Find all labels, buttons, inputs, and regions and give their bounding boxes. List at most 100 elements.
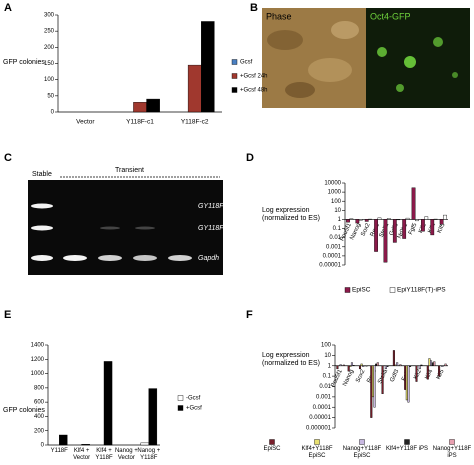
- legend-label: +Gcsf 24h: [240, 74, 268, 80]
- bar: [364, 219, 369, 222]
- bar: [428, 358, 431, 366]
- bar: [433, 361, 436, 366]
- legend-swatch: [389, 287, 396, 293]
- x-tick-label: Sox2: [360, 222, 371, 238]
- bar: [402, 219, 407, 239]
- y-tick-label: 0.01: [329, 235, 341, 241]
- bar: [377, 217, 382, 220]
- legend-label: Klf4+Y118F iPS: [385, 446, 429, 452]
- legend-swatch: [231, 87, 238, 93]
- image-label: Oct4-GFP: [370, 11, 411, 21]
- bar: [148, 388, 158, 446]
- bar: [409, 365, 412, 367]
- x-tick-label: Gdf3: [389, 368, 400, 383]
- y-tick-label: 300: [44, 13, 55, 19]
- panel-label: A: [4, 2, 12, 14]
- x-tick-label: Fgf5: [408, 222, 419, 236]
- bar: [405, 365, 408, 401]
- y-tick-label: 100: [44, 77, 55, 83]
- bar: [438, 365, 441, 377]
- legend-swatch: [359, 439, 365, 445]
- x-tick-label: Klf5: [437, 222, 447, 235]
- y-tick-label: 100: [321, 343, 332, 349]
- legend-swatch: [231, 73, 238, 79]
- gel-label: Transient: [115, 167, 144, 174]
- legend-label: EpiSC: [352, 287, 371, 294]
- y-tick-label: 0.000001: [306, 426, 332, 432]
- bar: [386, 218, 391, 220]
- legend-label: -Gcsf: [186, 396, 201, 402]
- bar: [383, 219, 388, 263]
- bar: [371, 365, 374, 398]
- bar: [392, 350, 395, 366]
- y-tick-label: 0.0001: [313, 405, 332, 411]
- y-tick-label: 1400: [31, 343, 45, 349]
- y-tick-label: 1: [328, 363, 332, 369]
- y-axis-label: Log expression: [262, 352, 310, 359]
- bar: [430, 219, 435, 236]
- y-axis-label: (normalized to ES): [262, 360, 320, 367]
- legend-label: Nanog+Y118F iPS: [432, 446, 472, 459]
- bar: [374, 219, 378, 252]
- gel-band-label: Gapdh: [198, 255, 219, 262]
- y-tick-label: 0.01: [319, 384, 331, 390]
- bar: [349, 218, 354, 220]
- y-tick-label: 0.001: [316, 394, 332, 400]
- legend-swatch: [449, 439, 455, 445]
- bar: [441, 365, 444, 367]
- panel-label: C: [4, 152, 12, 164]
- bar: [444, 363, 447, 366]
- x-tick-label: Nanog + Vector: [114, 448, 138, 461]
- bar: [424, 216, 429, 220]
- legend-swatch: [314, 439, 320, 445]
- y-tick-label: 1000: [328, 190, 342, 196]
- legend-swatch: [404, 439, 410, 445]
- bar: [362, 365, 365, 367]
- bar: [394, 364, 397, 366]
- legend-label: Gcsf: [240, 60, 253, 66]
- bar: [431, 362, 434, 366]
- bar: [360, 363, 363, 366]
- bar: [430, 360, 433, 366]
- y-tick-label: 1: [338, 217, 342, 223]
- bar: [420, 364, 423, 366]
- legend-label: +Gcsf: [186, 406, 202, 412]
- bar: [426, 365, 429, 380]
- bar: [375, 363, 378, 366]
- bar: [404, 365, 407, 390]
- bar: [411, 187, 416, 220]
- bar: [347, 365, 350, 372]
- y-tick-label: 0: [41, 443, 45, 449]
- y-tick-label: 0.0001: [323, 253, 342, 259]
- bar: [418, 365, 421, 370]
- bar: [201, 21, 215, 113]
- y-tick-label: 0.00001: [309, 415, 331, 421]
- x-tick-label: Vector: [76, 119, 95, 126]
- bar: [407, 365, 410, 403]
- bar: [386, 365, 389, 367]
- legend-swatch: [269, 439, 275, 445]
- bar: [396, 362, 399, 366]
- x-tick-label: Nanog: [342, 369, 355, 388]
- y-axis-label: GFP colonies: [3, 59, 45, 66]
- panel-label: E: [4, 309, 11, 321]
- y-tick-label: 600: [34, 400, 45, 406]
- legend-swatch: [177, 395, 184, 401]
- y-tick-label: 0.1: [333, 226, 342, 232]
- y-tick-label: 1000: [31, 371, 45, 377]
- bar: [415, 219, 419, 222]
- bar: [140, 442, 149, 446]
- x-tick-label: Klf2: [413, 368, 423, 381]
- y-tick-label: 250: [44, 29, 55, 35]
- bar: [349, 365, 352, 367]
- gel-image: [28, 180, 223, 275]
- x-tick-label: Y118F-c2: [181, 119, 209, 126]
- y-tick-label: 0.001: [326, 244, 342, 250]
- y-axis-label: (normalized to ES): [262, 215, 320, 222]
- gfp-image: [366, 8, 470, 108]
- bar: [346, 219, 350, 223]
- y-tick-label: 50: [47, 93, 54, 99]
- y-tick-label: 400: [34, 414, 45, 420]
- panel-label: F: [246, 309, 253, 321]
